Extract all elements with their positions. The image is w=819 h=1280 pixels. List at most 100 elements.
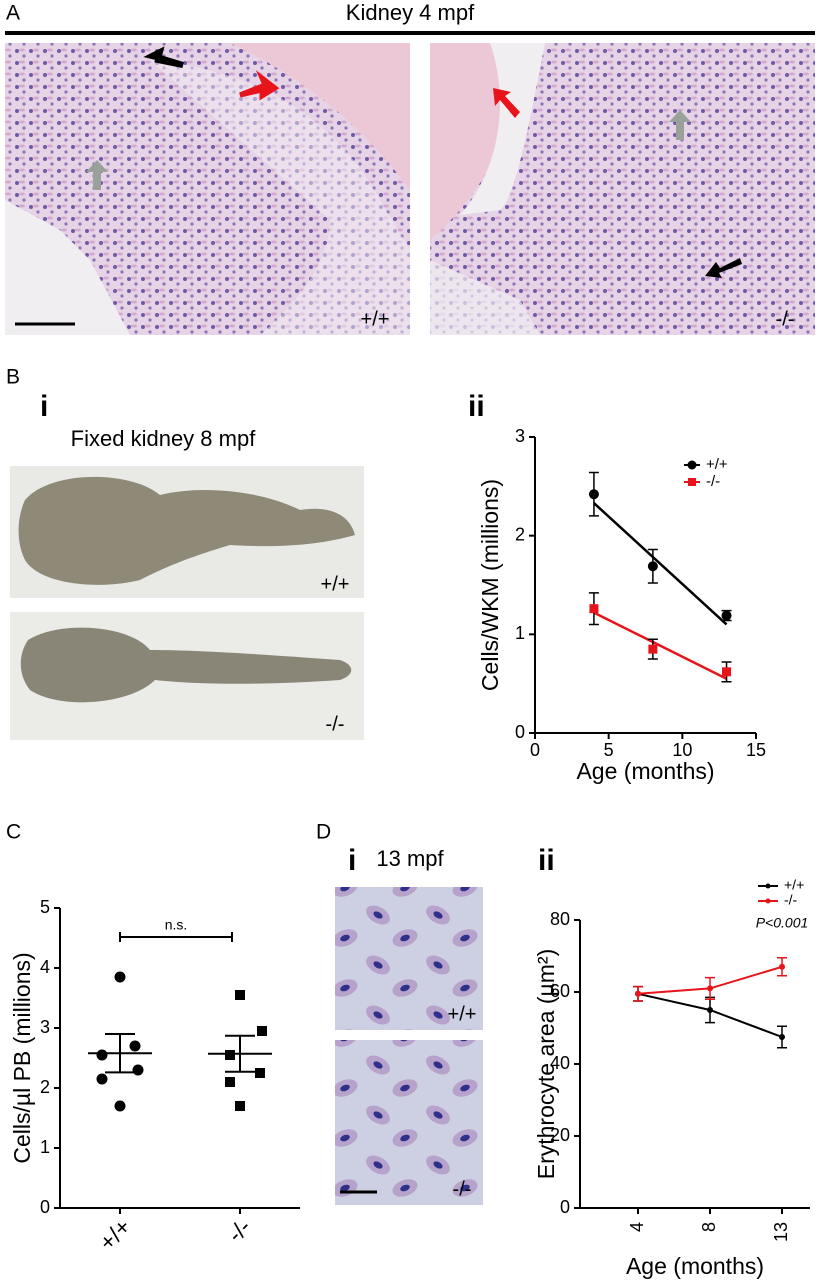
legend-marker <box>765 883 771 889</box>
legend-label: -/- <box>706 473 720 490</box>
panel-title: 13 mpf <box>376 846 444 871</box>
lumen <box>5 200 130 335</box>
marker <box>257 1026 267 1036</box>
y-tick-label: 1 <box>515 623 525 643</box>
marker <box>129 1040 141 1052</box>
x-tick-label: 15 <box>746 740 766 760</box>
marker <box>647 561 658 572</box>
muscle <box>230 43 410 190</box>
panel-title: Kidney 4 mpf <box>346 0 475 25</box>
x-tick-label: 0 <box>530 740 540 760</box>
arrow-red <box>493 88 520 118</box>
legend-label: +/+ <box>706 456 728 473</box>
y-tick-label: 1 <box>40 1137 50 1157</box>
marker <box>589 604 599 614</box>
blood-smear <box>335 887 483 1030</box>
genotype-label: -/- <box>326 713 345 735</box>
subpanel-label: i <box>40 390 48 423</box>
marker <box>96 1049 108 1061</box>
kidney <box>18 476 356 585</box>
lumen <box>460 43 545 215</box>
y-tick-label: 3 <box>40 1017 50 1037</box>
y-axis-label: Cells/µl PB (millions) <box>9 952 35 1163</box>
genotype-label: -/- <box>776 308 795 330</box>
arrow-gray <box>669 110 691 140</box>
marker <box>225 1050 235 1060</box>
y-axis-label: Cells/WKM (millions) <box>477 479 503 691</box>
marker <box>648 644 658 654</box>
x-tick-label: -/- <box>222 1213 256 1247</box>
marker <box>114 971 126 983</box>
fit-line <box>593 611 728 680</box>
marker <box>721 610 732 621</box>
legend-label: +/+ <box>784 877 804 893</box>
annotation: P<0.001 <box>756 915 809 931</box>
marker <box>225 1077 235 1087</box>
sem-bar <box>225 1034 255 1073</box>
subpanel-label: ii <box>468 390 485 423</box>
kidney <box>20 627 352 703</box>
marker <box>96 1073 108 1085</box>
panel-label: A <box>6 2 20 25</box>
genotype-label: +/+ <box>321 573 350 595</box>
subpanel-label: i <box>348 844 356 877</box>
y-tick-label: 0 <box>515 722 525 742</box>
lumen <box>150 60 410 335</box>
x-tick-label: 10 <box>672 740 692 760</box>
x-tick-label: 5 <box>604 740 614 760</box>
marker <box>132 1064 144 1076</box>
y-tick-label: 0 <box>560 1197 570 1217</box>
subpanel-label: ii <box>538 844 555 877</box>
marker <box>779 963 785 970</box>
y-tick-label: 4 <box>40 957 50 977</box>
sem-bar <box>105 1033 135 1074</box>
panel-label: C <box>6 821 21 844</box>
x-tick-label: +/+ <box>94 1213 136 1255</box>
x-tick-label: 8 <box>699 1222 719 1232</box>
arrow-black <box>143 46 184 68</box>
panel-label: B <box>6 366 20 389</box>
y-tick-label: 80 <box>550 909 570 929</box>
blood-smear <box>335 1040 483 1205</box>
lumen <box>430 260 540 335</box>
legend-marker <box>688 478 696 486</box>
y-tick-label: 0 <box>40 1197 50 1217</box>
genotype-label: -/- <box>453 1178 472 1200</box>
x-axis-label: Age (months) <box>626 1253 764 1279</box>
marker <box>707 1007 713 1013</box>
marker <box>635 990 641 997</box>
panel-title: Fixed kidney 8 mpf <box>71 426 257 451</box>
y-tick-label: 3 <box>515 426 525 446</box>
significance-bar <box>119 932 233 942</box>
genotype-label: +/+ <box>361 308 390 330</box>
legend-marker <box>687 460 697 470</box>
arrow-black <box>705 258 742 278</box>
panel-label: D <box>316 821 331 844</box>
marker <box>114 1100 126 1112</box>
y-axis-label: Erythrocyte area (µm²) <box>533 949 559 1180</box>
y-tick-label: 20 <box>550 1125 570 1145</box>
genotype-label: +/+ <box>448 1003 477 1025</box>
y-tick-label: 2 <box>515 524 525 544</box>
annotation: n.s. <box>165 917 188 933</box>
marker <box>255 1068 265 1078</box>
arrow-gray <box>86 160 108 190</box>
marker <box>235 1101 245 1111</box>
y-tick-label: 60 <box>550 981 570 1001</box>
x-axis-label: Age (months) <box>576 758 714 784</box>
marker <box>779 1034 785 1040</box>
legend-marker <box>765 898 771 904</box>
marker <box>235 990 245 1000</box>
fit-line <box>593 502 728 626</box>
arrow-red <box>239 70 280 101</box>
y-tick-label: 40 <box>550 1053 570 1073</box>
marker <box>707 985 713 992</box>
y-tick-label: 2 <box>40 1077 50 1097</box>
y-tick-label: 5 <box>40 897 50 917</box>
x-tick-label: 4 <box>627 1222 647 1232</box>
marker <box>588 489 599 500</box>
legend-label: -/- <box>784 892 798 908</box>
marker <box>722 667 732 677</box>
x-tick-label: 13 <box>771 1222 791 1242</box>
